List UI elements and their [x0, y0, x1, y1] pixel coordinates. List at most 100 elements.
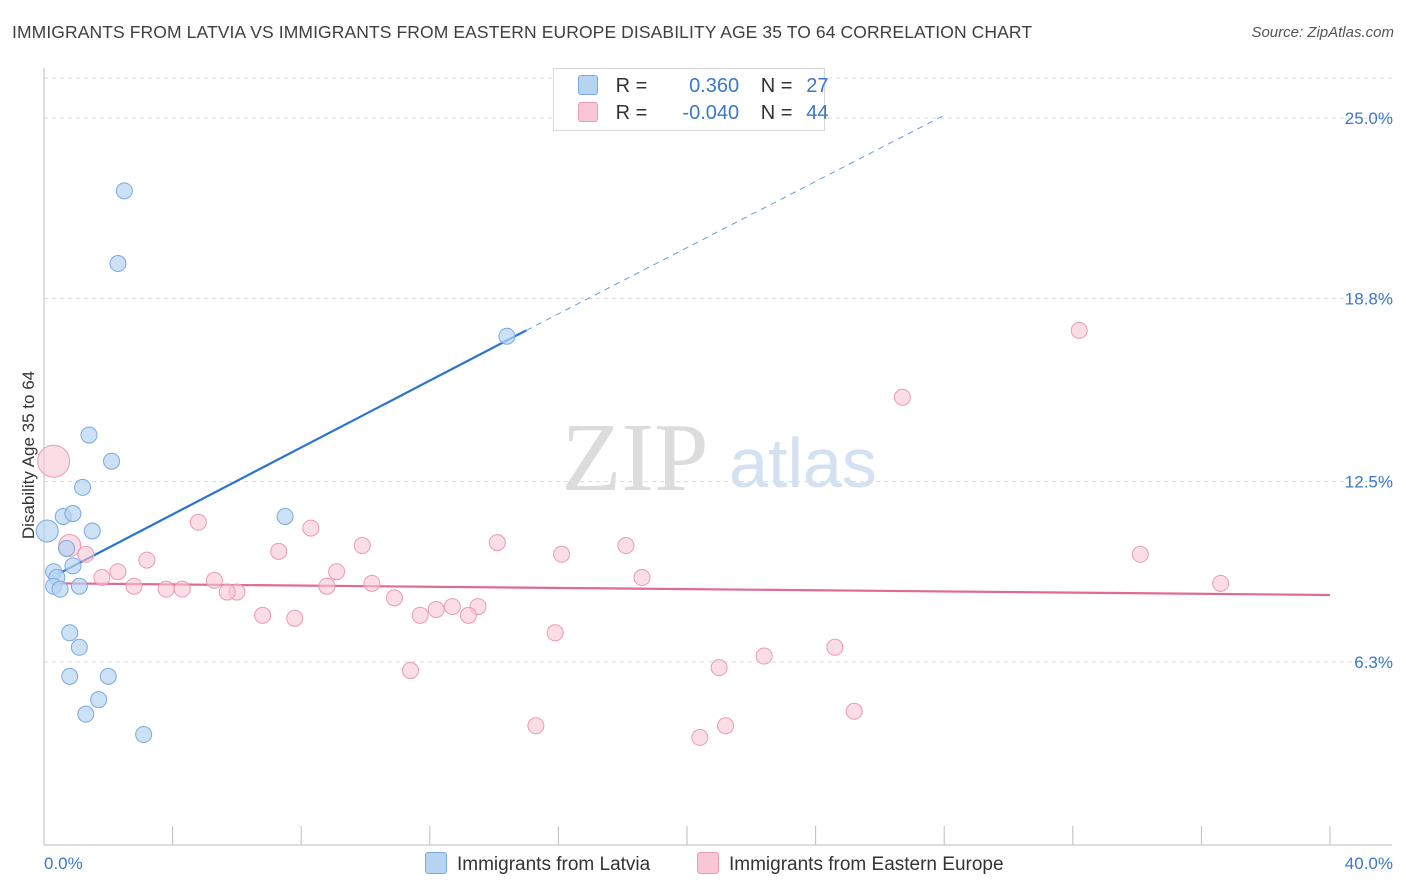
legend-r-label: R =	[615, 102, 648, 124]
trend-lines	[53, 114, 1331, 597]
point-eastern-europe	[710, 659, 728, 677]
trend-line-latvia-extension	[526, 114, 945, 331]
point-eastern-europe	[691, 728, 709, 746]
point-eastern-europe	[328, 563, 346, 581]
point-latvia	[276, 507, 294, 525]
bottom-legend-latvia: Immigrants from Latvia	[425, 852, 650, 876]
point-eastern-europe	[1212, 574, 1230, 592]
bottom-legend-swatch-latvia	[425, 852, 447, 874]
point-eastern-europe	[205, 571, 223, 589]
trend-line-latvia	[56, 329, 527, 576]
point-eastern-europe	[459, 606, 477, 624]
watermark-zip: ZIP	[562, 404, 709, 512]
legend-n-value-latvia: 27	[806, 75, 829, 97]
source-credit: Source: ZipAtlas.com	[1251, 24, 1394, 41]
point-eastern-europe	[138, 551, 156, 569]
point-latvia	[135, 726, 153, 744]
point-eastern-europe	[755, 647, 773, 665]
legend-n-label: N =	[760, 102, 793, 124]
x-tick-label: 40.0%	[1345, 854, 1393, 873]
point-eastern-europe	[125, 577, 143, 595]
point-latvia	[51, 580, 69, 598]
legend-row-eastern-europe: R = -0.040 N = 44	[578, 102, 829, 126]
trend-line-eastern-europe	[53, 582, 1331, 597]
point-eastern-europe	[633, 569, 651, 587]
point-latvia	[77, 705, 95, 723]
point-eastern-europe	[546, 624, 564, 642]
legend-n-label: N =	[760, 75, 793, 97]
legend-swatch-eastern-europe	[578, 102, 598, 122]
point-eastern-europe	[402, 662, 420, 680]
point-eastern-europe	[318, 577, 336, 595]
legend-r-value-eastern-europe: -0.040	[682, 102, 740, 124]
y-tick-label: 12.5%	[1345, 473, 1393, 492]
point-eastern-europe	[553, 545, 571, 563]
point-eastern-europe	[411, 606, 429, 624]
point-latvia	[64, 557, 82, 575]
point-eastern-europe	[157, 580, 175, 598]
point-latvia	[35, 519, 59, 543]
point-latvia	[90, 691, 108, 709]
point-latvia	[61, 624, 79, 642]
point-latvia	[70, 577, 88, 595]
bottom-legend-swatch-eastern-europe	[697, 852, 719, 874]
point-eastern-europe	[189, 513, 207, 531]
watermark-atlas: atlas	[729, 424, 877, 502]
legend-r-value-latvia: 0.360	[689, 75, 740, 97]
point-eastern-europe	[218, 583, 236, 601]
point-latvia	[498, 327, 516, 345]
point-eastern-europe	[527, 717, 545, 735]
point-latvia	[70, 638, 88, 656]
point-eastern-europe	[717, 717, 735, 735]
point-latvia	[74, 478, 92, 496]
point-eastern-europe	[93, 569, 111, 587]
point-latvia	[64, 505, 82, 523]
gridlines	[44, 77, 1392, 663]
data-points	[35, 182, 1230, 746]
point-eastern-europe	[488, 534, 506, 552]
bottom-legend-label-eastern-europe: Immigrants from Eastern Europe	[729, 854, 1004, 875]
point-latvia	[58, 539, 76, 557]
point-latvia	[115, 182, 133, 200]
point-eastern-europe	[427, 601, 445, 618]
point-eastern-europe	[37, 444, 71, 478]
point-eastern-europe	[77, 545, 95, 563]
point-latvia	[109, 255, 127, 273]
point-eastern-europe	[109, 563, 127, 581]
y-tick-label: 18.8%	[1345, 289, 1393, 308]
point-eastern-europe	[173, 580, 191, 598]
watermark: ZIP atlas	[562, 404, 877, 512]
chart-title: IMMIGRANTS FROM LATVIA VS IMMIGRANTS FRO…	[12, 22, 1033, 42]
point-eastern-europe	[302, 519, 320, 537]
point-eastern-europe	[1070, 321, 1088, 339]
y-axis-label: Disability Age 35 to 64	[19, 370, 38, 540]
y-tick-label: 6.3%	[1354, 653, 1393, 672]
legend-n-value-eastern-europe: 44	[806, 102, 829, 124]
point-eastern-europe	[353, 537, 371, 555]
point-eastern-europe	[286, 609, 304, 627]
point-eastern-europe	[254, 606, 272, 624]
point-eastern-europe	[893, 388, 911, 406]
legend-r-label: R =	[615, 75, 648, 97]
point-latvia	[99, 667, 117, 685]
tick-labels: 6.3% 12.5% 18.8% 25.0% 0.0% 40.0%	[44, 109, 1393, 873]
bottom-legend-label-latvia: Immigrants from Latvia	[457, 854, 651, 875]
point-eastern-europe	[270, 542, 288, 560]
y-tick-label: 25.0%	[1345, 109, 1393, 128]
point-latvia	[83, 522, 101, 540]
point-eastern-europe	[617, 537, 635, 555]
point-eastern-europe	[363, 574, 381, 592]
legend-row-latvia: R = 0.360 N = 27	[578, 75, 829, 99]
point-latvia	[103, 452, 121, 470]
point-eastern-europe	[443, 598, 461, 616]
point-eastern-europe	[845, 702, 863, 720]
legend-swatch-latvia	[578, 75, 598, 95]
correlation-legend: R = 0.360 N = 27 R = -0.040 N = 44	[553, 68, 829, 131]
point-eastern-europe	[826, 638, 844, 656]
point-eastern-europe	[385, 589, 403, 607]
bottom-legend-eastern-europe: Immigrants from Eastern Europe	[697, 852, 1004, 876]
point-latvia	[61, 667, 79, 685]
point-eastern-europe	[1131, 545, 1149, 563]
point-latvia	[80, 426, 98, 444]
